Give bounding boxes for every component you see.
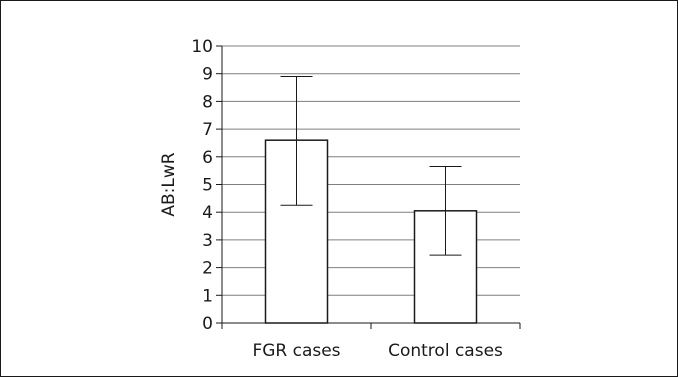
y-tick-label: 7 — [202, 120, 213, 140]
y-tick-label: 8 — [202, 92, 213, 112]
y-tick-label: 0 — [202, 314, 213, 334]
x-tick-label: FGR cases — [252, 341, 340, 361]
x-axis-ticks: FGR cases Control cases — [221, 323, 521, 361]
y-axis-label: AB:LwR — [159, 152, 179, 216]
y-tick-label: 1 — [202, 286, 213, 306]
x-tick-label: Control cases — [388, 341, 503, 361]
error-bars — [280, 75, 462, 256]
y-tick-label: 9 — [202, 65, 213, 85]
y-tick-label: 6 — [202, 148, 213, 168]
y-tick-label: 2 — [202, 259, 213, 279]
y-tick-label: 10 — [191, 37, 213, 57]
y-tick-label: 5 — [202, 176, 213, 196]
y-axis-ticks: 0 1 2 3 4 5 6 7 8 9 10 — [191, 37, 222, 334]
y-tick-label: 3 — [202, 231, 213, 251]
y-tick-label: 4 — [202, 203, 213, 223]
